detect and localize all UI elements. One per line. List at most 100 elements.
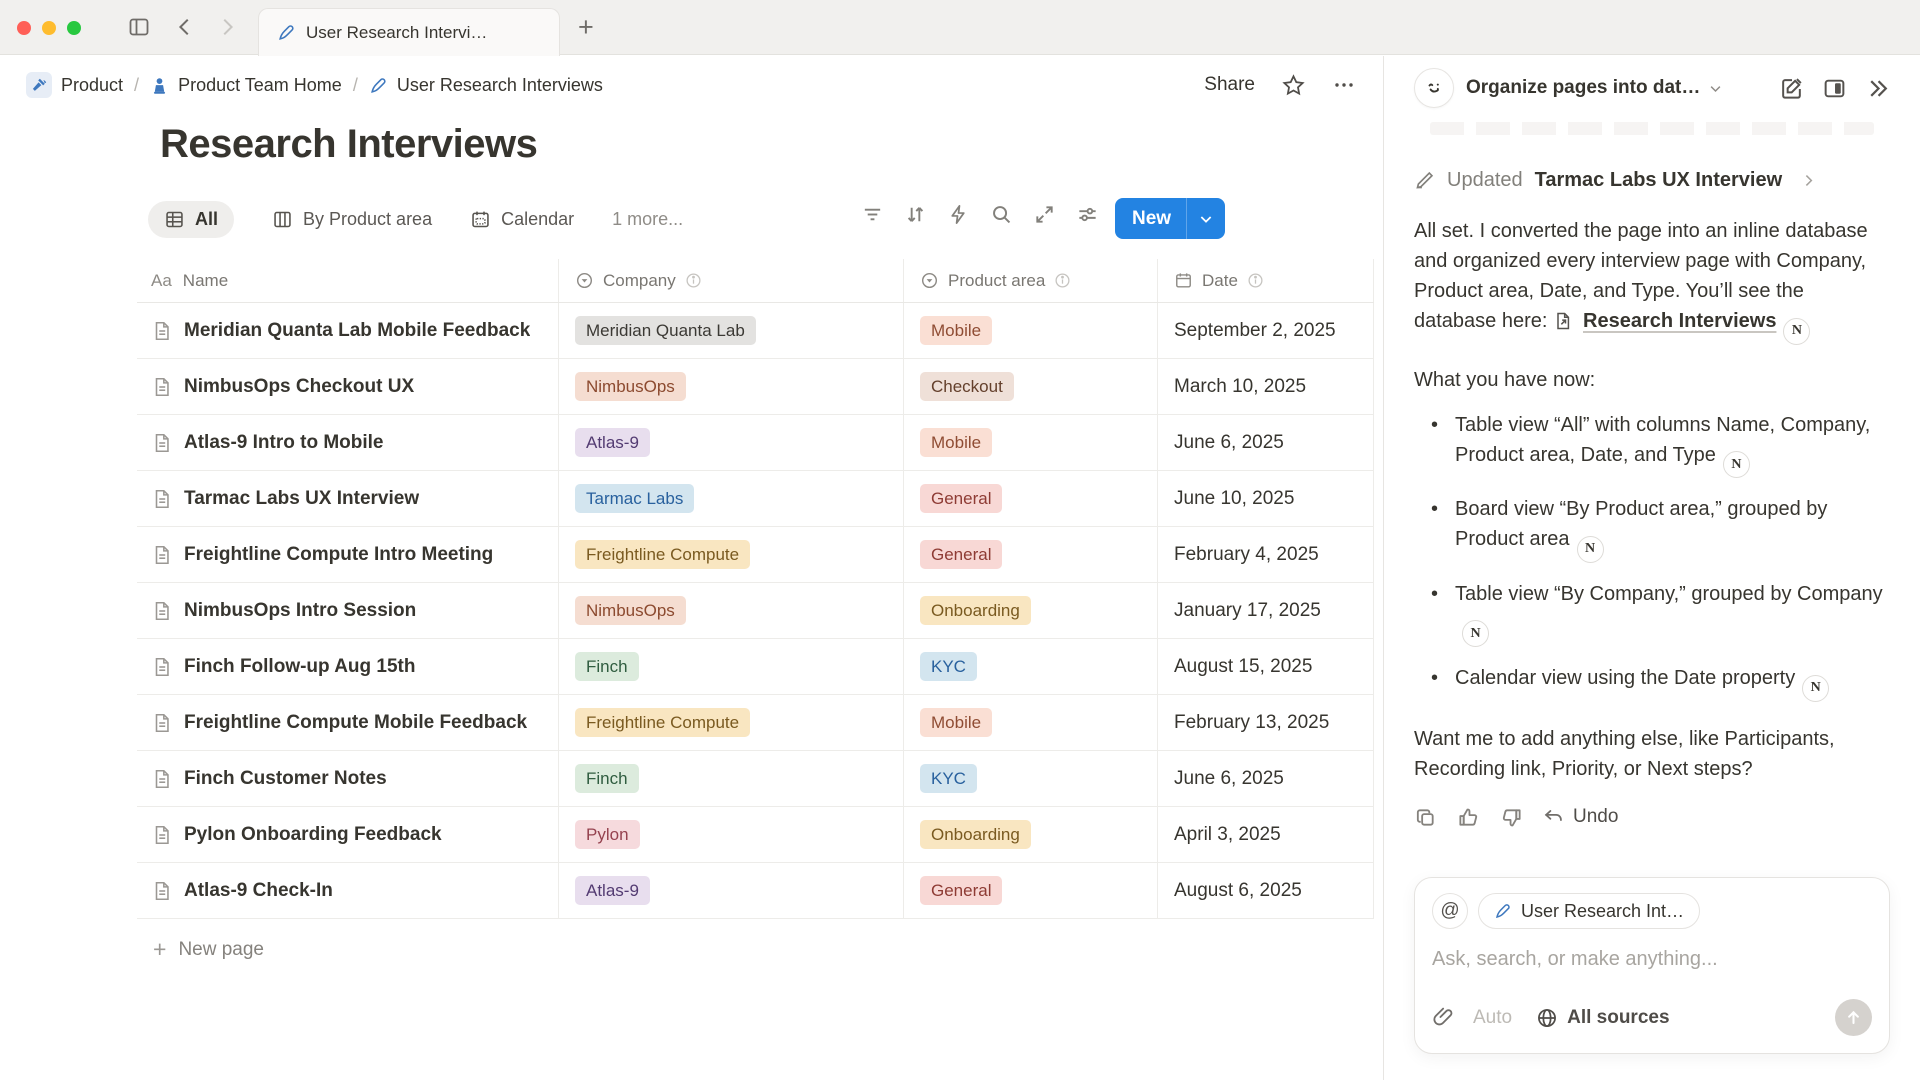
company-cell[interactable]: Freightline Compute xyxy=(558,695,903,750)
collapse-panel-double-chevron-icon[interactable] xyxy=(1865,76,1890,101)
date-cell[interactable]: June 6, 2025 xyxy=(1157,415,1374,470)
column-header-company[interactable]: Company xyxy=(558,259,903,302)
breadcrumb-item-product[interactable]: Product xyxy=(26,72,123,98)
filter-icon[interactable] xyxy=(861,203,884,226)
undo-button[interactable]: Undo xyxy=(1543,806,1618,828)
date-cell[interactable]: February 4, 2025 xyxy=(1157,527,1374,582)
ai-prompt-input[interactable] xyxy=(1432,948,1872,971)
date-cell[interactable]: August 6, 2025 xyxy=(1157,863,1374,918)
date-cell[interactable]: September 2, 2025 xyxy=(1157,303,1374,358)
product-area-cell[interactable]: General xyxy=(903,863,1157,918)
view-tab-all[interactable]: All xyxy=(148,200,235,238)
zoom-window-button[interactable] xyxy=(67,21,81,35)
name-cell[interactable]: Tarmac Labs UX Interview xyxy=(137,471,558,526)
table-row[interactable]: Tarmac Labs UX Interview Tarmac Labs Gen… xyxy=(137,471,1374,527)
name-cell[interactable]: Atlas-9 Check-In xyxy=(137,863,558,918)
new-button[interactable]: New xyxy=(1132,207,1172,229)
thumbs-up-icon[interactable] xyxy=(1457,806,1480,829)
name-cell[interactable]: Finch Customer Notes xyxy=(137,751,558,806)
table-row[interactable]: Pylon Onboarding Feedback Pylon Onboardi… xyxy=(137,807,1374,863)
automation-lightning-icon[interactable] xyxy=(947,203,970,226)
thumbs-down-icon[interactable] xyxy=(1500,806,1523,829)
view-tab-more[interactable]: 1 more... xyxy=(612,208,684,229)
new-tab-button[interactable]: + xyxy=(578,12,594,42)
column-header-name[interactable]: Aa Name xyxy=(151,270,229,290)
date-cell[interactable]: June 10, 2025 xyxy=(1157,471,1374,526)
open-side-panel-icon[interactable] xyxy=(1822,76,1847,101)
table-row[interactable]: NimbusOps Checkout UX NimbusOps Checkout… xyxy=(137,359,1374,415)
column-header-product-area[interactable]: Product area xyxy=(903,259,1157,302)
mention-at-button[interactable]: @ xyxy=(1432,893,1468,929)
product-area-cell[interactable]: Mobile xyxy=(903,303,1157,358)
more-options-icon[interactable] xyxy=(1332,73,1356,97)
company-cell[interactable]: Finch xyxy=(558,751,903,806)
auto-mode-label[interactable]: Auto xyxy=(1473,1006,1513,1028)
all-sources-selector[interactable]: All sources xyxy=(1536,1007,1670,1029)
table-row[interactable]: NimbusOps Intro Session NimbusOps Onboar… xyxy=(137,583,1374,639)
favorite-star-icon[interactable] xyxy=(1281,73,1306,98)
company-cell[interactable]: Meridian Quanta Lab xyxy=(558,303,903,358)
product-area-cell[interactable]: Mobile xyxy=(903,695,1157,750)
name-cell[interactable]: Meridian Quanta Lab Mobile Feedback xyxy=(137,303,558,358)
date-cell[interactable]: March 10, 2025 xyxy=(1157,359,1374,414)
date-cell[interactable]: January 17, 2025 xyxy=(1157,583,1374,638)
company-cell[interactable]: Atlas-9 xyxy=(558,415,903,470)
browser-tab[interactable]: User Research Intervi… xyxy=(258,8,560,56)
updated-page-row[interactable]: Updated Tarmac Labs UX Interview xyxy=(1414,169,1890,192)
product-area-cell[interactable]: General xyxy=(903,471,1157,526)
breadcrumb-item-team-home[interactable]: Product Team Home xyxy=(150,75,342,96)
view-settings-sliders-icon[interactable] xyxy=(1076,203,1099,226)
view-tab-calendar[interactable]: Calendar xyxy=(470,209,574,230)
copy-icon[interactable] xyxy=(1414,806,1437,829)
breadcrumb-item-current-page[interactable]: User Research Interviews xyxy=(369,75,603,96)
new-button-chevron-down-icon[interactable] xyxy=(1187,211,1225,227)
product-area-cell[interactable]: General xyxy=(903,527,1157,582)
company-cell[interactable]: Finch xyxy=(558,639,903,694)
company-cell[interactable]: Pylon xyxy=(558,807,903,862)
date-cell[interactable]: February 13, 2025 xyxy=(1157,695,1374,750)
product-area-cell[interactable]: Mobile xyxy=(903,415,1157,470)
date-cell[interactable]: June 6, 2025 xyxy=(1157,751,1374,806)
new-page-button[interactable]: + New page xyxy=(153,936,264,962)
product-area-cell[interactable]: Checkout xyxy=(903,359,1157,414)
column-header-date[interactable]: Date xyxy=(1157,259,1374,302)
name-cell[interactable]: Freightline Compute Intro Meeting xyxy=(137,527,558,582)
context-page-chip[interactable]: User Research Int… xyxy=(1478,893,1701,929)
table-row[interactable]: Finch Customer Notes Finch KYC June 6, 2… xyxy=(137,751,1374,807)
search-icon[interactable] xyxy=(990,203,1013,226)
product-area-cell[interactable]: Onboarding xyxy=(903,583,1157,638)
send-button[interactable] xyxy=(1835,999,1872,1036)
new-chat-compose-icon[interactable] xyxy=(1779,76,1804,101)
table-row[interactable]: Freightline Compute Intro Meeting Freigh… xyxy=(137,527,1374,583)
company-cell[interactable]: NimbusOps xyxy=(558,583,903,638)
attach-paperclip-icon[interactable] xyxy=(1432,1006,1455,1029)
date-cell[interactable]: August 15, 2025 xyxy=(1157,639,1374,694)
name-cell[interactable]: NimbusOps Checkout UX xyxy=(137,359,558,414)
company-cell[interactable]: NimbusOps xyxy=(558,359,903,414)
sort-icon[interactable] xyxy=(904,203,927,226)
minimize-window-button[interactable] xyxy=(42,21,56,35)
name-cell[interactable]: Finch Follow-up Aug 15th xyxy=(137,639,558,694)
name-cell[interactable]: Freightline Compute Mobile Feedback xyxy=(137,695,558,750)
table-row[interactable]: Meridian Quanta Lab Mobile Feedback Meri… xyxy=(137,303,1374,359)
table-row[interactable]: Freightline Compute Mobile Feedback Frei… xyxy=(137,695,1374,751)
close-window-button[interactable] xyxy=(17,21,31,35)
table-row[interactable]: Finch Follow-up Aug 15th Finch KYC Augus… xyxy=(137,639,1374,695)
name-cell[interactable]: Atlas-9 Intro to Mobile xyxy=(137,415,558,470)
company-cell[interactable]: Tarmac Labs xyxy=(558,471,903,526)
table-row[interactable]: Atlas-9 Check-In Atlas-9 General August … xyxy=(137,863,1374,919)
name-cell[interactable]: Pylon Onboarding Feedback xyxy=(137,807,558,862)
company-cell[interactable]: Atlas-9 xyxy=(558,863,903,918)
table-row[interactable]: Atlas-9 Intro to Mobile Atlas-9 Mobile J… xyxy=(137,415,1374,471)
view-tab-by-product-area[interactable]: By Product area xyxy=(272,209,432,230)
date-cell[interactable]: April 3, 2025 xyxy=(1157,807,1374,862)
name-cell[interactable]: NimbusOps Intro Session xyxy=(137,583,558,638)
product-area-cell[interactable]: KYC xyxy=(903,639,1157,694)
product-area-cell[interactable]: KYC xyxy=(903,751,1157,806)
company-cell[interactable]: Freightline Compute xyxy=(558,527,903,582)
expand-icon[interactable] xyxy=(1033,203,1056,226)
database-link[interactable]: Research Interviews xyxy=(1583,310,1777,332)
back-icon[interactable] xyxy=(172,14,198,40)
product-area-cell[interactable]: Onboarding xyxy=(903,807,1157,862)
toggle-sidebar-icon[interactable] xyxy=(126,14,152,40)
